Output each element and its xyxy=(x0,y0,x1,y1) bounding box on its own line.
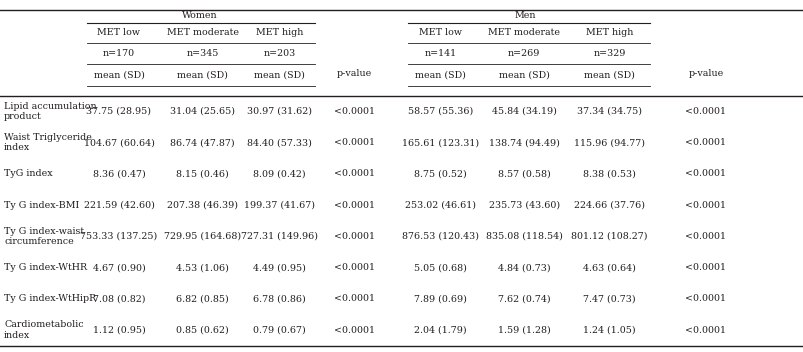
Text: 138.74 (94.49): 138.74 (94.49) xyxy=(488,138,559,147)
Text: MET moderate: MET moderate xyxy=(166,28,238,37)
Text: n=203: n=203 xyxy=(263,49,296,58)
Text: 84.40 (57.33): 84.40 (57.33) xyxy=(247,138,312,147)
Text: mean (SD): mean (SD) xyxy=(583,70,634,79)
Text: 31.04 (25.65): 31.04 (25.65) xyxy=(170,107,234,116)
Text: 207.38 (46.39): 207.38 (46.39) xyxy=(167,201,238,209)
Text: 8.09 (0.42): 8.09 (0.42) xyxy=(253,169,306,178)
Text: 8.15 (0.46): 8.15 (0.46) xyxy=(176,169,229,178)
Text: 7.47 (0.73): 7.47 (0.73) xyxy=(582,294,635,303)
Text: 45.84 (34.19): 45.84 (34.19) xyxy=(491,107,556,116)
Text: 729.95 (164.68): 729.95 (164.68) xyxy=(164,232,241,241)
Text: 1.59 (1.28): 1.59 (1.28) xyxy=(497,326,550,334)
Text: 4.49 (0.95): 4.49 (0.95) xyxy=(253,263,306,272)
Text: <0.0001: <0.0001 xyxy=(334,138,374,147)
Text: p-value: p-value xyxy=(687,69,723,78)
Text: 58.57 (55.36): 58.57 (55.36) xyxy=(407,107,473,116)
Text: 86.74 (47.87): 86.74 (47.87) xyxy=(170,138,234,147)
Text: 224.66 (37.76): 224.66 (37.76) xyxy=(573,201,644,209)
Text: MET high: MET high xyxy=(256,28,303,37)
Text: mean (SD): mean (SD) xyxy=(177,70,228,79)
Text: 235.73 (43.60): 235.73 (43.60) xyxy=(488,201,559,209)
Text: 2.04 (1.79): 2.04 (1.79) xyxy=(414,326,467,334)
Text: Ty G index-WtHipR: Ty G index-WtHipR xyxy=(4,294,96,303)
Text: <0.0001: <0.0001 xyxy=(334,107,374,116)
Text: n=141: n=141 xyxy=(424,49,456,58)
Text: Cardiometabolic
index: Cardiometabolic index xyxy=(4,320,84,340)
Text: 104.67 (60.64): 104.67 (60.64) xyxy=(84,138,154,147)
Text: 801.12 (108.27): 801.12 (108.27) xyxy=(570,232,647,241)
Text: mean (SD): mean (SD) xyxy=(414,70,466,79)
Text: 221.59 (42.60): 221.59 (42.60) xyxy=(84,201,154,209)
Text: <0.0001: <0.0001 xyxy=(685,201,725,209)
Text: 876.53 (120.43): 876.53 (120.43) xyxy=(402,232,479,241)
Text: mean (SD): mean (SD) xyxy=(498,70,549,79)
Text: <0.0001: <0.0001 xyxy=(334,232,374,241)
Text: MET low: MET low xyxy=(418,28,462,37)
Text: Waist Triglyceride
index: Waist Triglyceride index xyxy=(4,133,92,152)
Text: 37.34 (34.75): 37.34 (34.75) xyxy=(577,107,641,116)
Text: 7.89 (0.69): 7.89 (0.69) xyxy=(414,294,467,303)
Text: 8.36 (0.47): 8.36 (0.47) xyxy=(92,169,145,178)
Text: 1.24 (1.05): 1.24 (1.05) xyxy=(582,326,635,334)
Text: 1.12 (0.95): 1.12 (0.95) xyxy=(92,326,145,334)
Text: 835.08 (118.54): 835.08 (118.54) xyxy=(485,232,562,241)
Text: <0.0001: <0.0001 xyxy=(334,294,374,303)
Text: Ty G index-WtHR: Ty G index-WtHR xyxy=(4,263,87,272)
Text: <0.0001: <0.0001 xyxy=(685,169,725,178)
Text: 253.02 (46.61): 253.02 (46.61) xyxy=(405,201,475,209)
Text: MET low: MET low xyxy=(97,28,141,37)
Text: 199.37 (41.67): 199.37 (41.67) xyxy=(244,201,315,209)
Text: 7.08 (0.82): 7.08 (0.82) xyxy=(92,294,145,303)
Text: n=329: n=329 xyxy=(593,49,625,58)
Text: 165.61 (123.31): 165.61 (123.31) xyxy=(402,138,479,147)
Text: n=269: n=269 xyxy=(507,49,540,58)
Text: 37.75 (28.95): 37.75 (28.95) xyxy=(87,107,151,116)
Text: <0.0001: <0.0001 xyxy=(685,326,725,334)
Text: 30.97 (31.62): 30.97 (31.62) xyxy=(247,107,312,116)
Text: <0.0001: <0.0001 xyxy=(334,169,374,178)
Text: <0.0001: <0.0001 xyxy=(334,201,374,209)
Text: Ty G index-BMI: Ty G index-BMI xyxy=(4,201,79,209)
Text: 753.33 (137.25): 753.33 (137.25) xyxy=(80,232,157,241)
Text: 4.53 (1.06): 4.53 (1.06) xyxy=(176,263,229,272)
Text: 8.75 (0.52): 8.75 (0.52) xyxy=(414,169,467,178)
Text: 727.31 (149.96): 727.31 (149.96) xyxy=(241,232,318,241)
Text: <0.0001: <0.0001 xyxy=(685,107,725,116)
Text: 4.67 (0.90): 4.67 (0.90) xyxy=(92,263,145,272)
Text: Lipid accumulation
product: Lipid accumulation product xyxy=(4,102,96,121)
Text: 7.62 (0.74): 7.62 (0.74) xyxy=(497,294,550,303)
Text: <0.0001: <0.0001 xyxy=(334,326,374,334)
Text: 4.63 (0.64): 4.63 (0.64) xyxy=(582,263,635,272)
Text: 115.96 (94.77): 115.96 (94.77) xyxy=(573,138,644,147)
Text: <0.0001: <0.0001 xyxy=(685,232,725,241)
Text: TyG index: TyG index xyxy=(4,169,52,178)
Text: 8.57 (0.58): 8.57 (0.58) xyxy=(497,169,550,178)
Text: Men: Men xyxy=(514,11,535,20)
Text: 5.05 (0.68): 5.05 (0.68) xyxy=(414,263,467,272)
Text: <0.0001: <0.0001 xyxy=(334,263,374,272)
Text: Women: Women xyxy=(181,11,217,20)
Text: 4.84 (0.73): 4.84 (0.73) xyxy=(497,263,550,272)
Text: mean (SD): mean (SD) xyxy=(93,70,145,79)
Text: n=170: n=170 xyxy=(103,49,135,58)
Text: 6.78 (0.86): 6.78 (0.86) xyxy=(253,294,306,303)
Text: <0.0001: <0.0001 xyxy=(685,138,725,147)
Text: <0.0001: <0.0001 xyxy=(685,263,725,272)
Text: 0.85 (0.62): 0.85 (0.62) xyxy=(176,326,229,334)
Text: mean (SD): mean (SD) xyxy=(254,70,305,79)
Text: MET moderate: MET moderate xyxy=(487,28,560,37)
Text: MET high: MET high xyxy=(585,28,632,37)
Text: p-value: p-value xyxy=(336,69,372,78)
Text: 0.79 (0.67): 0.79 (0.67) xyxy=(253,326,306,334)
Text: <0.0001: <0.0001 xyxy=(685,294,725,303)
Text: 8.38 (0.53): 8.38 (0.53) xyxy=(582,169,635,178)
Text: n=345: n=345 xyxy=(186,49,218,58)
Text: Ty G index-waist
circumference: Ty G index-waist circumference xyxy=(4,227,84,246)
Text: 6.82 (0.85): 6.82 (0.85) xyxy=(176,294,229,303)
